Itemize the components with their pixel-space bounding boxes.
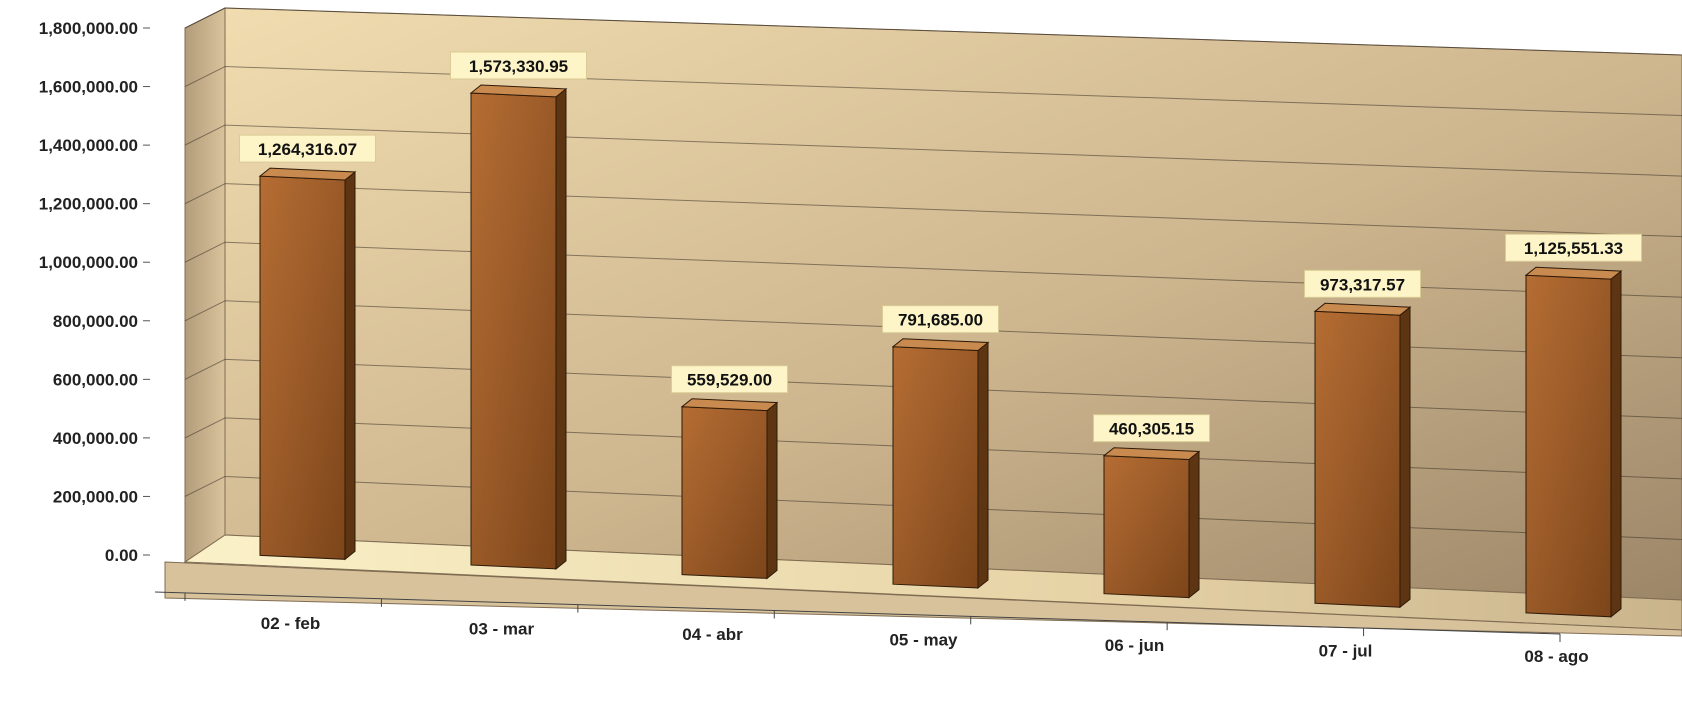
gridline bbox=[224, 124, 1682, 177]
bar-front bbox=[892, 346, 979, 589]
data-label-box bbox=[1505, 233, 1642, 262]
bar-side bbox=[555, 87, 567, 570]
side-gridline bbox=[184, 475, 226, 497]
data-label-box bbox=[1093, 414, 1210, 443]
bar-side bbox=[344, 170, 356, 561]
data-label: 559,529.00 bbox=[687, 371, 772, 390]
bar-top bbox=[258, 167, 357, 181]
data-label-box bbox=[239, 134, 376, 163]
bar-top bbox=[680, 398, 779, 412]
side-gridline bbox=[184, 417, 226, 439]
bar-side bbox=[1399, 306, 1411, 609]
x-tick-label: 02 - feb bbox=[261, 614, 321, 633]
side-gridline bbox=[184, 183, 226, 205]
gridline bbox=[224, 183, 1682, 238]
bar-side bbox=[977, 341, 989, 590]
data-labels: 1,264,316.07 1,573,330.95 559,529.00 791,68… bbox=[239, 51, 1642, 443]
bar-top bbox=[1313, 302, 1412, 316]
bar-side bbox=[766, 401, 778, 580]
data-label: 1,125,551.33 bbox=[1524, 239, 1623, 258]
x-tick-label: 07 - jul bbox=[1319, 642, 1373, 661]
y-tick-label: 0.00 bbox=[105, 546, 138, 565]
x-tick-label: 06 - jun bbox=[1105, 636, 1165, 655]
y-axis: 0.00 200,000.00 400,000.00 600,000.00 800,00… bbox=[39, 19, 150, 565]
data-label-box bbox=[450, 51, 587, 80]
y-tick-label: 600,000.00 bbox=[53, 370, 138, 389]
x-axis: 02 - feb 03 - mar 04 - abr 05 - may 06 - jun… bbox=[154, 591, 1589, 666]
side-gridline bbox=[184, 66, 226, 88]
x-tick-label: 08 - ago bbox=[1524, 647, 1588, 666]
x-tick-label: 03 - mar bbox=[469, 620, 535, 639]
y-tick-label: 800,000.00 bbox=[53, 312, 138, 331]
side-gridline bbox=[184, 358, 226, 380]
data-label: 791,685.00 bbox=[898, 311, 983, 330]
bar-top bbox=[469, 84, 568, 98]
gridline bbox=[224, 241, 1682, 298]
data-label: 973,317.57 bbox=[1320, 275, 1405, 294]
bar-front bbox=[1103, 455, 1190, 599]
data-label: 460,305.15 bbox=[1109, 420, 1194, 439]
y-tick-label: 1,000,000.00 bbox=[39, 253, 138, 272]
bar-front bbox=[1314, 310, 1401, 608]
bar-side bbox=[1610, 270, 1622, 618]
data-label-box bbox=[1304, 269, 1421, 298]
bar-front bbox=[1525, 274, 1612, 618]
data-label-box bbox=[671, 365, 788, 394]
y-tick-label: 1,200,000.00 bbox=[39, 195, 138, 214]
x-tick-label: 04 - abr bbox=[682, 625, 743, 644]
bar-side bbox=[1188, 450, 1200, 599]
bar-top bbox=[891, 338, 990, 352]
y-tick-label: 1,400,000.00 bbox=[39, 136, 138, 155]
y-tick-label: 1,600,000.00 bbox=[39, 78, 138, 97]
y-tick-label: 1,800,000.00 bbox=[39, 19, 138, 38]
bar-front bbox=[259, 175, 346, 560]
gridline bbox=[224, 7, 1682, 56]
data-label-box bbox=[882, 305, 999, 334]
y-tick-label: 200,000.00 bbox=[53, 487, 138, 506]
side-gridline bbox=[184, 7, 226, 29]
floor-front-edge bbox=[164, 561, 1682, 637]
x-axis-line bbox=[154, 591, 1561, 635]
data-label: 1,264,316.07 bbox=[258, 140, 357, 159]
bar-front bbox=[681, 406, 768, 579]
side-gridline bbox=[184, 300, 226, 322]
x-tick-label: 05 - may bbox=[889, 631, 958, 650]
bar-front bbox=[470, 92, 557, 570]
bar-top bbox=[1102, 447, 1201, 461]
data-label: 1,573,330.95 bbox=[469, 57, 568, 76]
side-gridline bbox=[184, 241, 226, 263]
side-gridline bbox=[184, 124, 226, 146]
bar-top bbox=[1524, 266, 1623, 280]
y-tick-label: 400,000.00 bbox=[53, 429, 138, 448]
bars bbox=[258, 84, 1623, 618]
